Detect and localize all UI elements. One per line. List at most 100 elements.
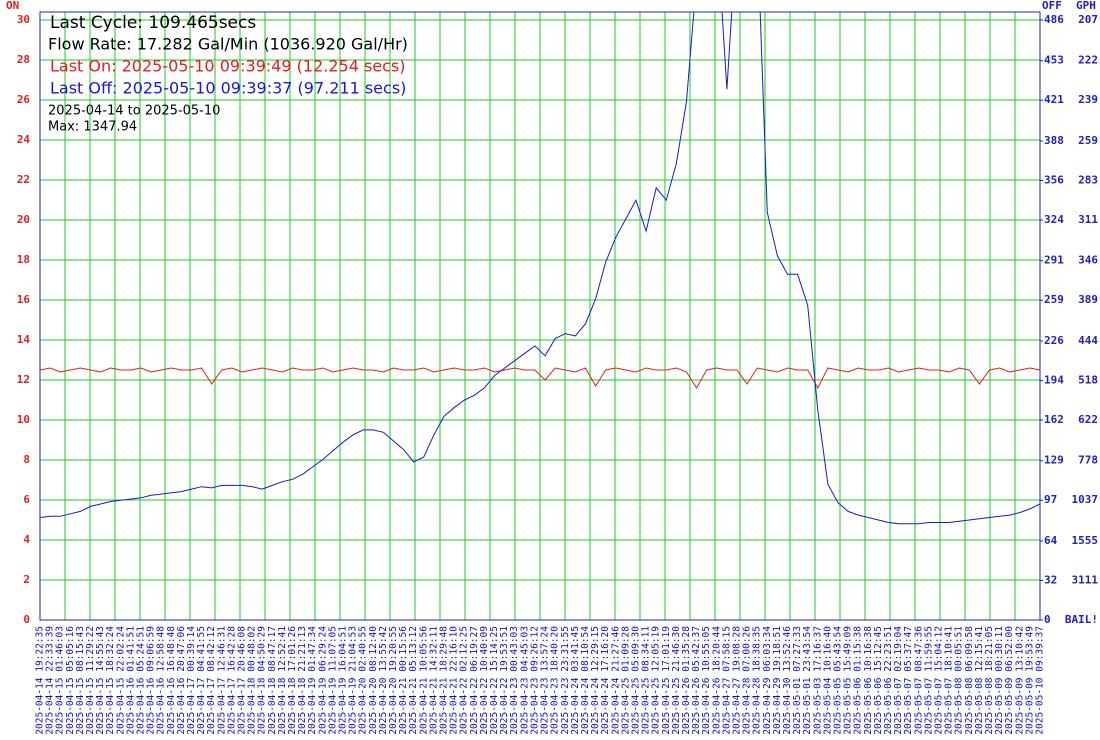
x-tick-label: 2025-04-18 04:50:29 bbox=[257, 626, 268, 735]
gph-tick-label: 283 bbox=[1078, 173, 1098, 186]
gph-tick-label: 3111 bbox=[1072, 573, 1099, 586]
x-tick-label: 2025-04-15 18:32:24 bbox=[105, 626, 116, 735]
x-tick-label: 2025-04-21 10:05:56 bbox=[418, 626, 429, 735]
x-tick-label: 2025-04-14 19:22:35 bbox=[35, 626, 46, 735]
x-tick-label: 2025-05-06 01:15:38 bbox=[853, 626, 864, 735]
x-tick-label: 2025-05-03 17:16:37 bbox=[812, 626, 823, 735]
gph-tick-label: 389 bbox=[1078, 293, 1098, 306]
gph-axis-label: GPH bbox=[1076, 0, 1096, 12]
max-value: Max: 1347.94 bbox=[48, 120, 137, 135]
last-cycle: Last Cycle: 109.465secs bbox=[50, 13, 256, 33]
y-tick-label: 28 bbox=[17, 53, 30, 66]
x-tick-label: 2025-04-19 11:07:05 bbox=[327, 626, 338, 735]
flow-rate: Flow Rate: 17.282 Gal/Min (1036.920 Gal/… bbox=[48, 35, 408, 54]
x-tick-label: 2025-04-26 10:55:05 bbox=[701, 626, 712, 735]
x-tick-label: 2025-04-16 12:58:48 bbox=[156, 626, 167, 735]
x-tick-label: 2025-04-17 16:42:28 bbox=[226, 626, 237, 735]
x-tick-label: 2025-04-15 11:29:22 bbox=[85, 626, 96, 735]
x-tick-label: 2025-04-17 20:46:08 bbox=[237, 626, 248, 735]
y2-tick-label: 291 bbox=[1044, 254, 1064, 267]
x-tick-label: 2025-04-16 01:41:51 bbox=[125, 626, 136, 735]
x-tick-label: 2025-04-25 01:09:28 bbox=[620, 626, 631, 735]
y2-tick-label: 162 bbox=[1044, 413, 1064, 426]
x-tick-label: 2025-05-09 06:52:00 bbox=[1004, 626, 1015, 735]
x-tick-label: 2025-05-08 18:21:05 bbox=[984, 626, 995, 735]
x-tick-label: 2025-04-23 13:57:24 bbox=[540, 626, 551, 735]
y-tick-label: 24 bbox=[17, 133, 31, 146]
x-tick-label: 2025-05-06 22:23:51 bbox=[883, 626, 894, 735]
y-tick-label: 22 bbox=[17, 173, 30, 186]
y2-tick-label: 486 bbox=[1044, 13, 1064, 26]
x-tick-label: 2025-04-16 20:47:06 bbox=[176, 626, 187, 735]
y2-tick-label: 324 bbox=[1044, 213, 1064, 226]
x-tick-label: 2025-04-25 12:05:19 bbox=[651, 626, 662, 735]
x-tick-label: 2025-04-21 05:13:12 bbox=[408, 626, 419, 735]
plot-frame bbox=[39, 11, 1041, 621]
x-tick-label: 2025-05-07 05:37:47 bbox=[903, 626, 914, 735]
y-tick-label: 10 bbox=[17, 413, 30, 426]
y-tick-label: 6 bbox=[23, 493, 30, 506]
y-tick-label: 26 bbox=[17, 93, 31, 106]
x-tick-label: 2025-04-15 22:02:24 bbox=[115, 626, 126, 735]
gph-tick-label: 622 bbox=[1078, 413, 1098, 426]
x-tick-label: 2025-04-23 09:26:12 bbox=[529, 626, 540, 735]
y-tick-label: 18 bbox=[17, 253, 30, 266]
x-tick-label: 2025-05-07 18:10:41 bbox=[944, 626, 955, 735]
x-tick-label: 2025-04-15 05:05:16 bbox=[65, 626, 76, 735]
y-tick-label: 20 bbox=[17, 213, 30, 226]
x-tick-label: 2025-04-26 05:42:37 bbox=[691, 626, 702, 735]
x-tick-label: 2025-04-27 19:08:28 bbox=[731, 626, 742, 735]
x-tick-label: 2025-04-15 14:55:43 bbox=[95, 626, 106, 735]
gph-tick-label: 311 bbox=[1078, 213, 1098, 226]
last-off: Last Off: 2025-05-10 09:39:37 (97.211 se… bbox=[50, 79, 406, 98]
x-tick-label: 2025-04-20 13:55:42 bbox=[378, 626, 389, 735]
series-line bbox=[40, 12, 1040, 525]
y2-tick-label: 421 bbox=[1044, 93, 1064, 106]
x-tick-label: 2025-05-09 19:53:49 bbox=[1024, 626, 1035, 735]
y2-tick-label: 64 bbox=[1044, 534, 1058, 547]
x-tick-label: 2025-04-18 12:52:41 bbox=[277, 626, 288, 735]
x-tick-label: 2025-04-19 01:47:34 bbox=[307, 626, 318, 735]
y-tick-label: 0 bbox=[23, 613, 30, 626]
x-tick-label: 2025-04-29 19:18:51 bbox=[772, 626, 783, 735]
x-tick-label: 2025-04-18 00:48:02 bbox=[247, 626, 258, 735]
x-tick-label: 2025-05-06 15:12:45 bbox=[873, 626, 884, 735]
x-tick-label: 2025-04-21 18:29:48 bbox=[439, 626, 450, 735]
x-tick-label: 2025-04-19 16:04:51 bbox=[338, 626, 349, 735]
x-tick-label: 2025-05-05 05:43:54 bbox=[832, 626, 843, 735]
x-tick-label: 2025-04-21 00:15:56 bbox=[398, 626, 409, 735]
gph-tick-label: 222 bbox=[1078, 54, 1098, 67]
x-tick-label: 2025-05-07 11:59:55 bbox=[923, 626, 934, 735]
gph-tick-label: 346 bbox=[1078, 254, 1098, 267]
series-line bbox=[40, 367, 1040, 390]
x-tick-label: 2025-04-21 22:16:10 bbox=[449, 626, 460, 735]
x-tick-label: 2025-04-16 09:06:59 bbox=[146, 626, 157, 735]
x-tick-label: 2025-04-17 04:41:55 bbox=[196, 626, 207, 735]
y2-tick-label: 129 bbox=[1044, 454, 1064, 467]
x-tick-label: 2025-04-19 06:29:24 bbox=[317, 626, 328, 735]
x-tick-label: 2025-04-22 10:40:09 bbox=[479, 626, 490, 735]
y2-tick-label: 32 bbox=[1044, 573, 1057, 586]
y-tick-label: 2 bbox=[23, 573, 30, 586]
x-tick-label: 2025-04-18 08:47:17 bbox=[267, 626, 278, 735]
y-tick-label: 8 bbox=[23, 453, 30, 466]
y-tick-label: 4 bbox=[23, 533, 30, 546]
gph-tick-label: 207 bbox=[1078, 13, 1098, 26]
x-tick-label: 2025-04-15 01:46:03 bbox=[55, 626, 66, 735]
y2-tick-label: 226 bbox=[1044, 334, 1064, 347]
y-tick-label: 14 bbox=[17, 333, 31, 346]
x-tick-label: 2025-05-06 10:16:38 bbox=[863, 626, 874, 735]
x-tick-label: 2025-05-08 00:05:51 bbox=[954, 626, 965, 735]
x-tick-label: 2025-04-25 08:34:11 bbox=[641, 626, 652, 735]
x-tick-label: 2025-04-20 02:40:55 bbox=[358, 626, 369, 735]
y-tick-label: 30 bbox=[17, 13, 30, 26]
x-tick-label: 2025-04-22 06:19:27 bbox=[469, 626, 480, 735]
x-tick-label: 2025-05-07 02:19:04 bbox=[893, 626, 904, 735]
y2-tick-label: 194 bbox=[1044, 373, 1064, 386]
x-tick-label: 2025-04-24 03:41:45 bbox=[570, 626, 581, 735]
x-tick-label: 2025-04-22 19:53:51 bbox=[499, 626, 510, 735]
gph-tick-label: 1555 bbox=[1072, 534, 1099, 547]
x-tick-label: 2025-04-23 00:43:03 bbox=[509, 626, 520, 735]
last-on: Last On: 2025-05-10 09:39:49 (12.254 sec… bbox=[50, 57, 406, 76]
gph-tick-label: 778 bbox=[1078, 454, 1098, 467]
